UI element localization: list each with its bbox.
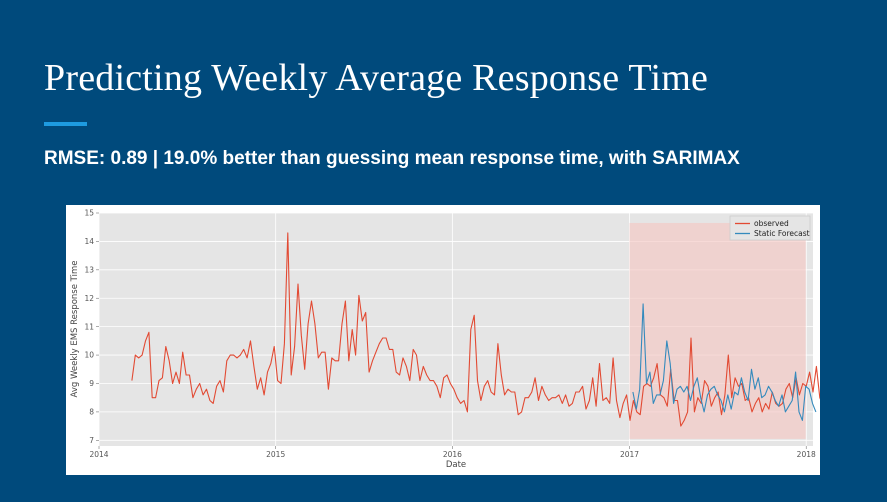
y-tick-label: 10: [84, 351, 94, 360]
slide-subtitle: RMSE: 0.89 | 19.0% better than guessing …: [44, 148, 740, 169]
y-tick-label: 9: [89, 379, 94, 388]
slide-title: Predicting Weekly Average Response Time: [44, 57, 709, 99]
y-tick-label: 7: [89, 436, 94, 445]
legend-label-static-forecast: Static Forecast: [754, 229, 810, 238]
axis-ticks: 7 8 9 10 11 12 13 14 15 2014 2015 2016 2017 2018: [84, 209, 816, 459]
series-line-static-forecast: [632, 303, 817, 421]
legend: observed Static Forecast: [729, 215, 811, 241]
x-tick-label: 2017: [620, 450, 639, 459]
y-tick-label: 11: [84, 322, 94, 331]
legend-label-observed: observed: [754, 219, 789, 228]
x-axis-label: Date: [446, 460, 466, 470]
x-tick-label: 2014: [89, 450, 108, 459]
x-tick-label: 2015: [266, 450, 285, 459]
y-tick-label: 15: [84, 209, 94, 218]
x-tick-label: 2016: [443, 450, 462, 459]
chart-card: 7 8 9 10 11 12 13 14 15 2014 2015 2016 2017 2018 Date…: [66, 205, 820, 475]
y-tick-label: 13: [84, 265, 94, 274]
x-tick-label: 2018: [797, 450, 816, 459]
y-tick-label: 12: [84, 294, 94, 303]
title-accent-rule: [44, 122, 87, 126]
response-time-chart: 7 8 9 10 11 12 13 14 15 2014 2015 2016 2017 2018 Date…: [70, 209, 820, 470]
y-tick-label: 14: [84, 237, 94, 246]
series-lines: [131, 232, 820, 427]
y-tick-label: 8: [89, 408, 94, 417]
legend-box: [729, 215, 811, 241]
y-axis-label: Avg Weekly EMS Response Time: [70, 261, 80, 398]
series-line-observed: [131, 232, 820, 427]
